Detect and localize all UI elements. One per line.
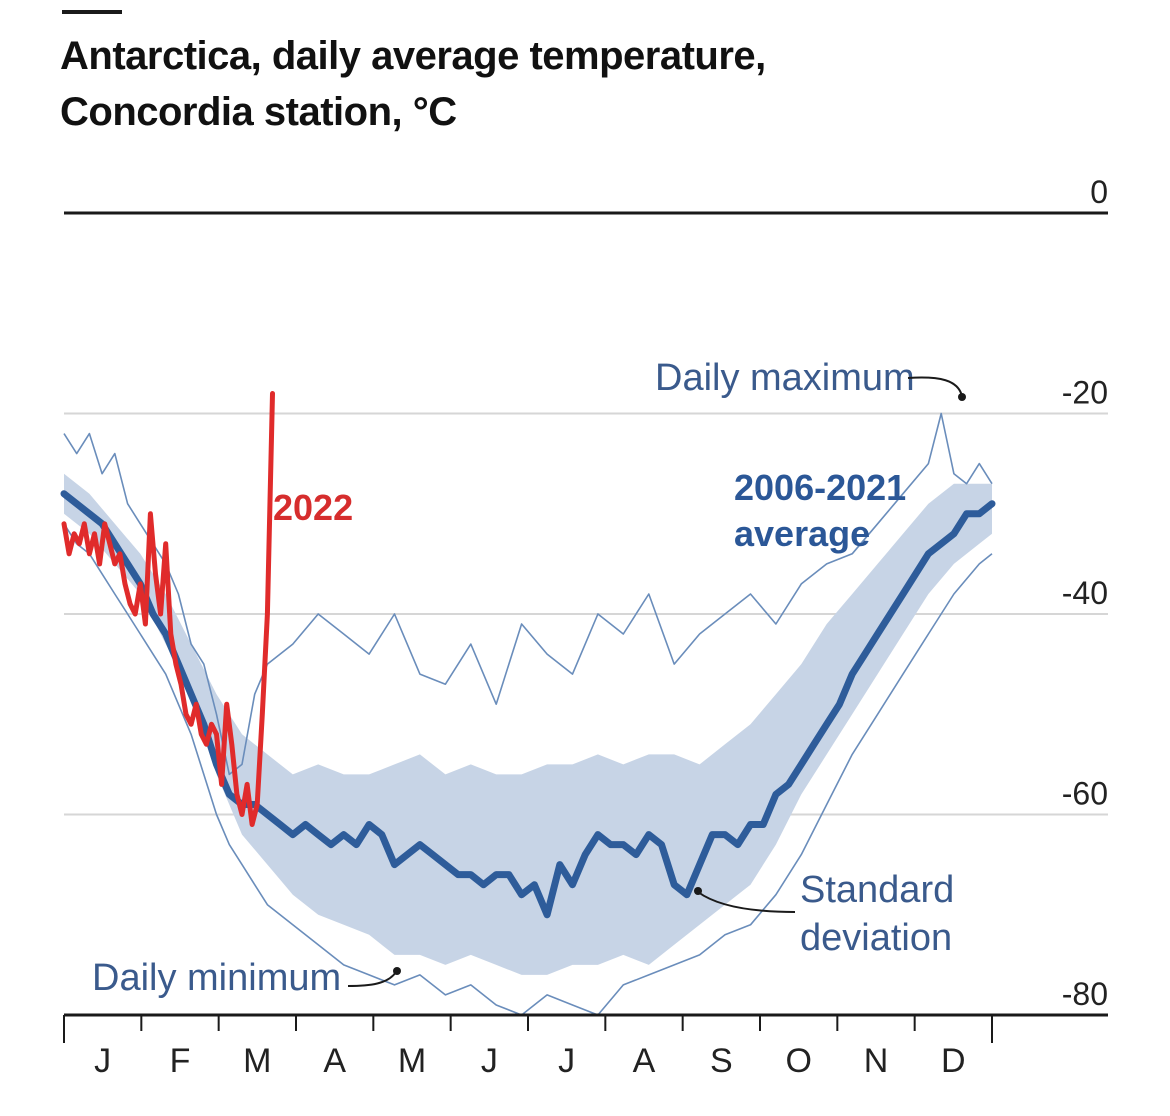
daily-maximum-leader [907,376,963,397]
title-accent-rule [62,10,122,14]
x-tick-label: J [94,1042,111,1080]
y-tick-label: 0 [1090,174,1108,210]
y-tick-label: -20 [1062,375,1108,411]
daily-minimum-leader [347,971,397,987]
x-tick-label: D [941,1042,966,1080]
x-tick-label: M [398,1042,426,1080]
daily-minimum-marker [393,967,401,975]
x-tick-label: A [633,1042,656,1080]
standard-deviation-band [64,473,992,975]
average-label-line-1: 2006-2021 [734,467,906,508]
average-label-line-2: average [734,513,870,554]
y-tick-label: -80 [1062,976,1108,1012]
standard-deviation-label-line-2: deviation [800,917,952,959]
daily-minimum-label: Daily minimum [92,957,341,999]
daily-minimum-line [63,523,993,1016]
daily-maximum-marker [958,393,966,401]
x-tick-label: F [170,1042,191,1080]
chart-title: Antarctica, daily average temperature, C… [60,28,766,140]
standard-deviation-leader [697,891,796,913]
x-tick-label: S [710,1042,733,1080]
year-2022-label: 2022 [273,487,353,528]
axes: 0 -20 -40 -60 -80 J F M A M J J A S O N D [63,174,1108,1080]
annotations: Daily maximum 2006-2021 average 2022 Sta… [92,357,966,999]
y-tick-label: -60 [1062,776,1108,812]
x-tick-label: M [243,1042,271,1080]
x-tick-label: A [323,1042,346,1080]
data-series [60,391,996,1016]
y-tick-label: -40 [1062,575,1108,611]
x-tick-label: J [558,1042,575,1080]
chart-title-line-2: Concordia station, °C [60,90,457,134]
chart-title-line-1: Antarctica, daily average temperature, [60,34,766,78]
standard-deviation-label-line-1: Standard [800,869,954,911]
x-tick-label: O [785,1042,811,1080]
x-tick-label: J [481,1042,498,1080]
standard-deviation-marker [694,887,702,895]
x-tick-label: N [864,1042,889,1080]
daily-maximum-label: Daily maximum [655,357,915,399]
year-2022-line [61,391,275,827]
